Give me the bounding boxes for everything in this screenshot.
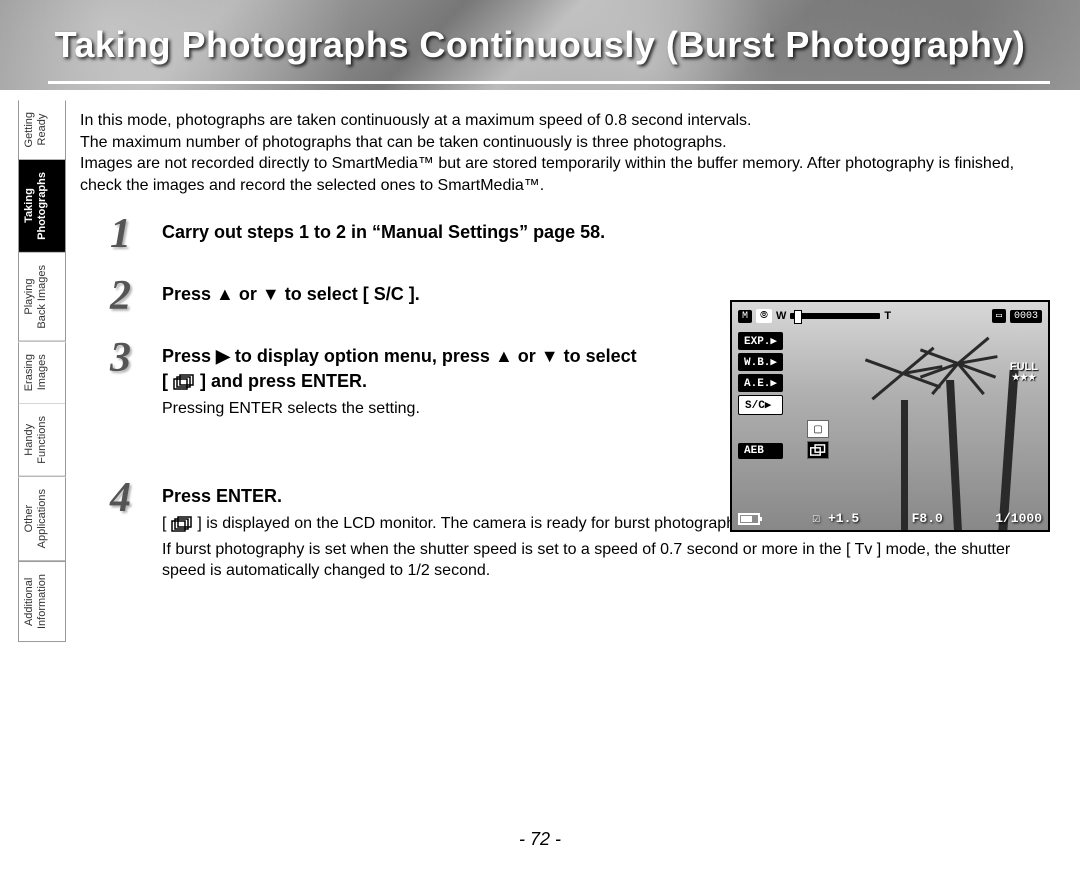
down-arrow-icon: ▼	[541, 346, 559, 366]
step-1-title: Carry out steps 1 to 2 in “Manual Settin…	[162, 220, 1050, 245]
down-arrow-icon: ▼	[262, 284, 280, 304]
lcd-label-ae: A.E.▶	[738, 374, 783, 392]
lcd-bottom-bar: ☑ +1.5 F8.0 1/1000	[738, 511, 1042, 526]
zoom-bar	[790, 313, 880, 319]
up-arrow-icon: ▲	[495, 346, 513, 366]
step-num-2: 2	[110, 278, 148, 316]
lcd-label-aeb: AEB	[738, 443, 783, 459]
lcd-shutter: 1/1000	[995, 511, 1042, 526]
banner-underline	[48, 81, 1050, 84]
step-3-title: Press ▶ to display option menu, press ▲ …	[162, 344, 642, 394]
card-icon: ▭	[992, 309, 1006, 323]
burst-icon	[173, 374, 195, 390]
banner: Taking Photographs Continuously (Burst P…	[0, 0, 1080, 90]
right-arrow-icon: ▶	[216, 346, 230, 366]
lcd-ev: ☑ +1.5	[812, 511, 859, 526]
lcd-top-bar: M ⦾ W T ▭ 0003	[738, 306, 1042, 326]
lcd-menu-labels: EXP.▶ W.B.▶ A.E.▶ S/C▶ AEB	[738, 332, 783, 459]
burst-icon	[171, 516, 193, 532]
step-4-note2: If burst photography is set when the shu…	[162, 539, 1050, 582]
lcd-label-exp: EXP.▶	[738, 332, 783, 350]
lcd-label-wb: W.B.▶	[738, 353, 783, 371]
mode-single-icon: ▢	[807, 420, 829, 438]
step-1: 1 Carry out steps 1 to 2 in “Manual Sett…	[110, 216, 1050, 254]
lcd-preview: M ⦾ W T ▭ 0003 EXP.▶ W.B.▶ A.E.▶ S/C▶ AE…	[730, 300, 1050, 532]
step-num-1: 1	[110, 216, 148, 254]
lcd-label-sc: S/C▶	[738, 395, 783, 415]
step-3-note: Pressing ENTER selects the setting.	[162, 398, 642, 420]
page-title: Taking Photographs Continuously (Burst P…	[55, 24, 1026, 66]
step-num-3: 3	[110, 340, 148, 378]
page-number: - 72 -	[0, 829, 1080, 850]
lcd-counter: 0003	[1010, 310, 1042, 323]
battery-icon	[738, 513, 760, 525]
lcd-quality: FULL ★★★	[1010, 362, 1038, 382]
mode-burst-icon	[807, 441, 829, 459]
lcd-mode-icon: M	[738, 310, 752, 323]
lcd-aperture: F8.0	[912, 511, 943, 526]
step-num-4: 4	[110, 480, 148, 518]
intro-text: In this mode, photographs are taken cont…	[80, 110, 1050, 196]
up-arrow-icon: ▲	[216, 284, 234, 304]
lcd-mode-options: ▢	[807, 420, 829, 459]
